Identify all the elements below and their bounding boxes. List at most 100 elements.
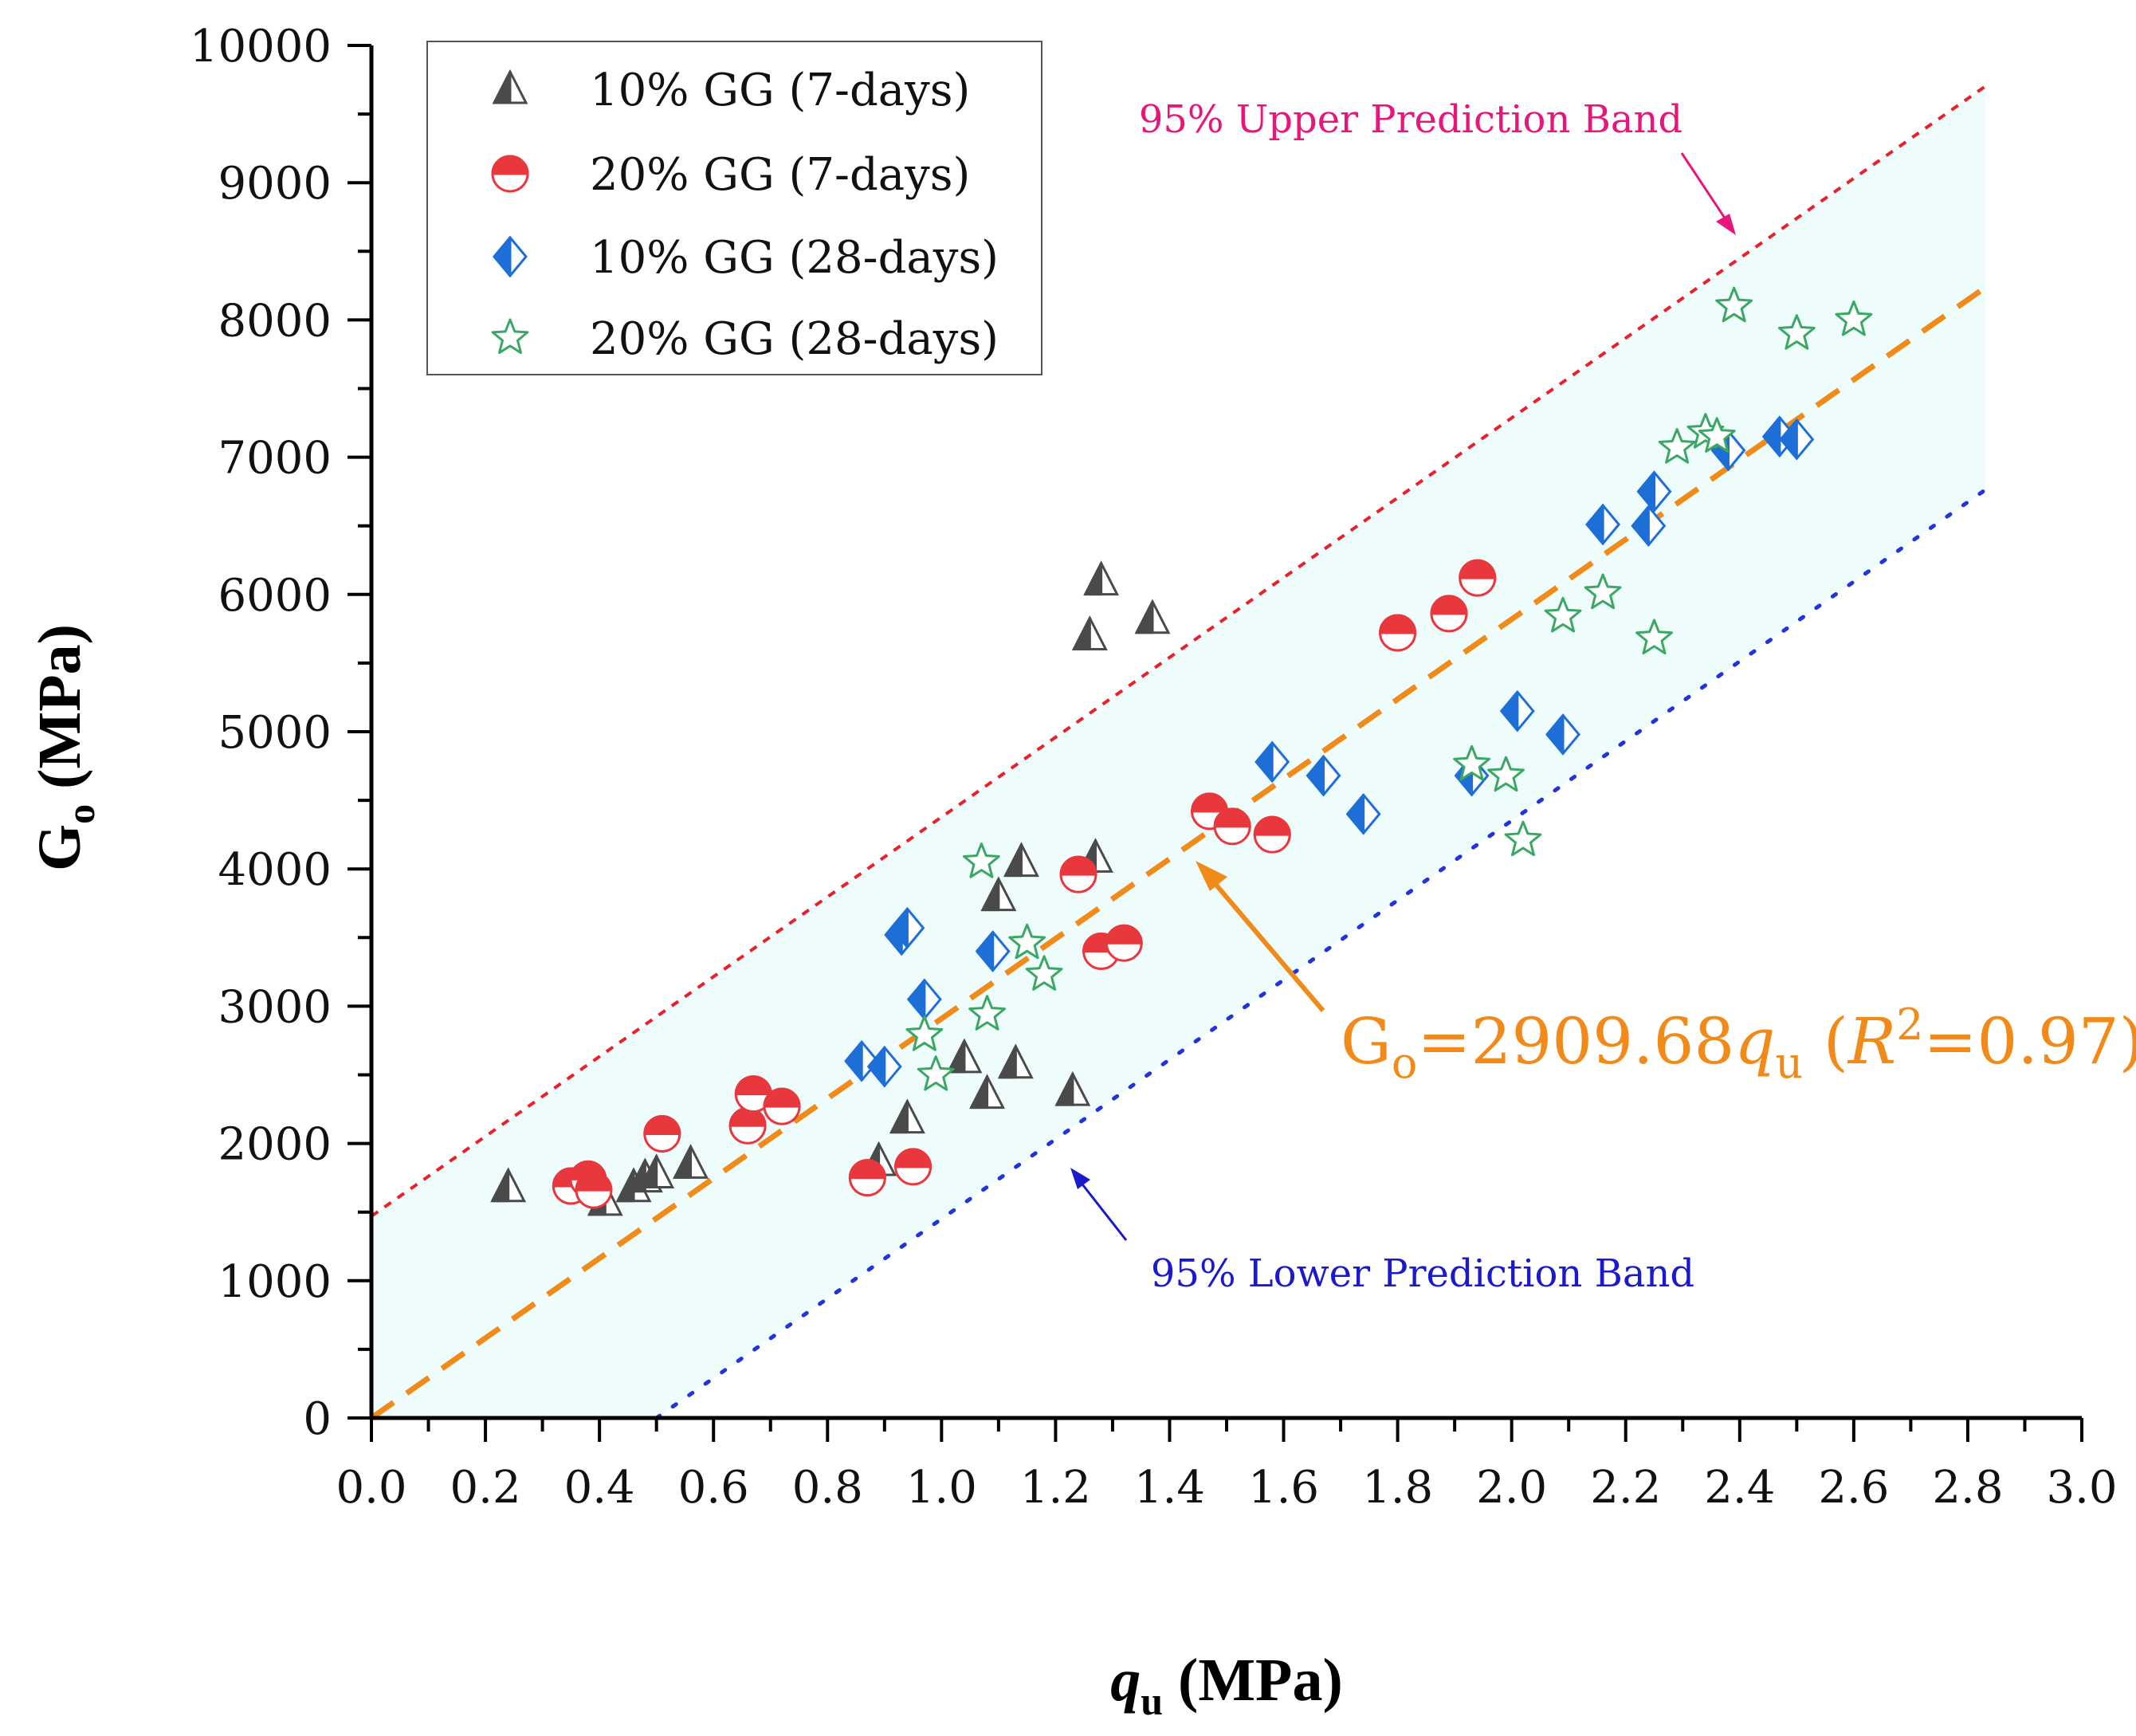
marker-outline [1008, 923, 1046, 960]
marker-fill [889, 907, 909, 949]
lower-band-label: 95% Lower Prediction Band [1151, 1251, 1694, 1296]
marker-fill [673, 1145, 693, 1179]
y-tick-label: 10000 [190, 21, 332, 73]
marker-outline [905, 1015, 944, 1051]
x-tick-label: 2.2 [1590, 1462, 1661, 1514]
x-tick-label: 1.4 [1134, 1462, 1205, 1514]
x-tick-label: 0.8 [792, 1462, 863, 1514]
data-point [1835, 300, 1873, 336]
x-tick-label: 0.0 [336, 1462, 406, 1514]
data-point [1487, 756, 1525, 792]
marker-fill [1306, 755, 1325, 796]
data-point [946, 1038, 983, 1074]
marker-outline [1715, 286, 1753, 323]
x-tick-label: 2.8 [1932, 1462, 2003, 1514]
band-lines-layer [369, 85, 1987, 1420]
marker-fill [1135, 600, 1154, 634]
data-point [905, 1015, 944, 1051]
marker-outline [1835, 300, 1873, 336]
marker-fill [1059, 855, 1097, 876]
marker-outline [1777, 314, 1816, 350]
eq-q: q [1734, 1004, 1775, 1078]
marker-fill [1459, 559, 1497, 579]
y-axis-title-main: G [26, 824, 93, 871]
data-point [1025, 955, 1063, 991]
marker-fill [1500, 690, 1519, 732]
y-tick-label: 6000 [218, 570, 332, 622]
x-tick-label: 1.8 [1362, 1462, 1433, 1514]
data-point [1459, 559, 1497, 597]
data-point [1213, 807, 1251, 846]
y-tick-label: 9000 [218, 158, 332, 210]
data-point [997, 1043, 1034, 1079]
marker-fill [1072, 616, 1091, 650]
marker-fill [1346, 793, 1365, 835]
marker-fill [575, 1171, 613, 1192]
data-point [1698, 417, 1736, 453]
marker-fill [1637, 471, 1655, 513]
marker-outline [1698, 417, 1736, 453]
marker-fill [1430, 595, 1468, 615]
upper-band-label: 95% Upper Prediction Band [1139, 97, 1682, 142]
data-point [1430, 595, 1468, 633]
marker-fill [1003, 843, 1023, 878]
eq-rval: =0.97) [1924, 1004, 2136, 1078]
data-point [1715, 286, 1753, 323]
x-tick-label: 2.4 [1704, 1462, 1775, 1514]
axes-layer: 0.0 0.2 0.4 0.6 0.8 1.0 1.2 1.4 1.6 1.8 2.0 2.2 2.4 2… [26, 21, 2118, 1723]
y-tick-label: 5000 [218, 707, 332, 759]
data-point [1083, 560, 1120, 596]
legend-label-3: 20% GG (28-days) [590, 313, 999, 365]
marker-fill [981, 878, 1000, 912]
data-point [1779, 418, 1815, 461]
marker-fill [763, 1087, 801, 1108]
data-point [894, 1148, 933, 1186]
data-point [1105, 924, 1143, 962]
marker-outline [1025, 955, 1063, 991]
marker-fill [1585, 504, 1604, 545]
marker-fill [734, 1075, 772, 1096]
x-tick-label: 0.4 [564, 1462, 635, 1514]
marker-outline [1658, 428, 1696, 464]
legend-label-0: 10% GG (7-days) [590, 65, 970, 116]
data-point [728, 1106, 767, 1145]
marker-fill [1253, 815, 1291, 836]
y-axis-title-unit: (MPa) [26, 624, 93, 804]
data-point [1071, 615, 1108, 650]
x-tick-label: 2.6 [1818, 1462, 1889, 1514]
series-1 [552, 559, 1497, 1209]
marker-outline [1487, 756, 1525, 792]
lower-band-arrow-head [1070, 1168, 1090, 1189]
marker-fill [976, 931, 995, 972]
marker-fill [639, 1154, 658, 1188]
marker-outline [1584, 573, 1622, 610]
data-point [1059, 855, 1097, 894]
marker-fill [1105, 924, 1143, 945]
data-point [980, 876, 1017, 912]
lower-band-arrow-shaft [1078, 1180, 1128, 1241]
data-point [1658, 428, 1696, 464]
legend-label-1: 20% GG (7-days) [590, 149, 970, 201]
eq-open: ( [1803, 1004, 1848, 1078]
data-point [1003, 842, 1039, 878]
upper-band-arrow-head [1716, 214, 1736, 235]
marker-fill [848, 1159, 886, 1180]
equation-arrow-shaft [1212, 882, 1325, 1012]
marker-outline [1453, 744, 1490, 781]
marker-fill [493, 70, 512, 104]
data-point [917, 1055, 955, 1091]
marker-fill [1631, 505, 1650, 547]
legend: 10% GG (7-days) 20% GG (7-days) 10% GG (28… [426, 41, 1042, 375]
x-tick-label: 3.0 [2046, 1462, 2117, 1514]
data-point [963, 842, 1000, 878]
y-axis-title-sub: o [58, 804, 103, 824]
data-point [1379, 614, 1417, 652]
data-point [1777, 314, 1816, 350]
marker-fill [643, 1115, 681, 1136]
marker-fill [1545, 713, 1565, 755]
data-point [490, 1167, 527, 1203]
upper-band-arrow-shaft [1680, 152, 1729, 222]
marker-fill [1055, 1072, 1074, 1106]
data-point [1191, 792, 1229, 831]
x-axis-title-sub: u [1141, 1679, 1163, 1723]
